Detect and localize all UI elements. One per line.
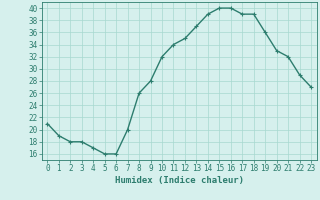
- X-axis label: Humidex (Indice chaleur): Humidex (Indice chaleur): [115, 176, 244, 185]
